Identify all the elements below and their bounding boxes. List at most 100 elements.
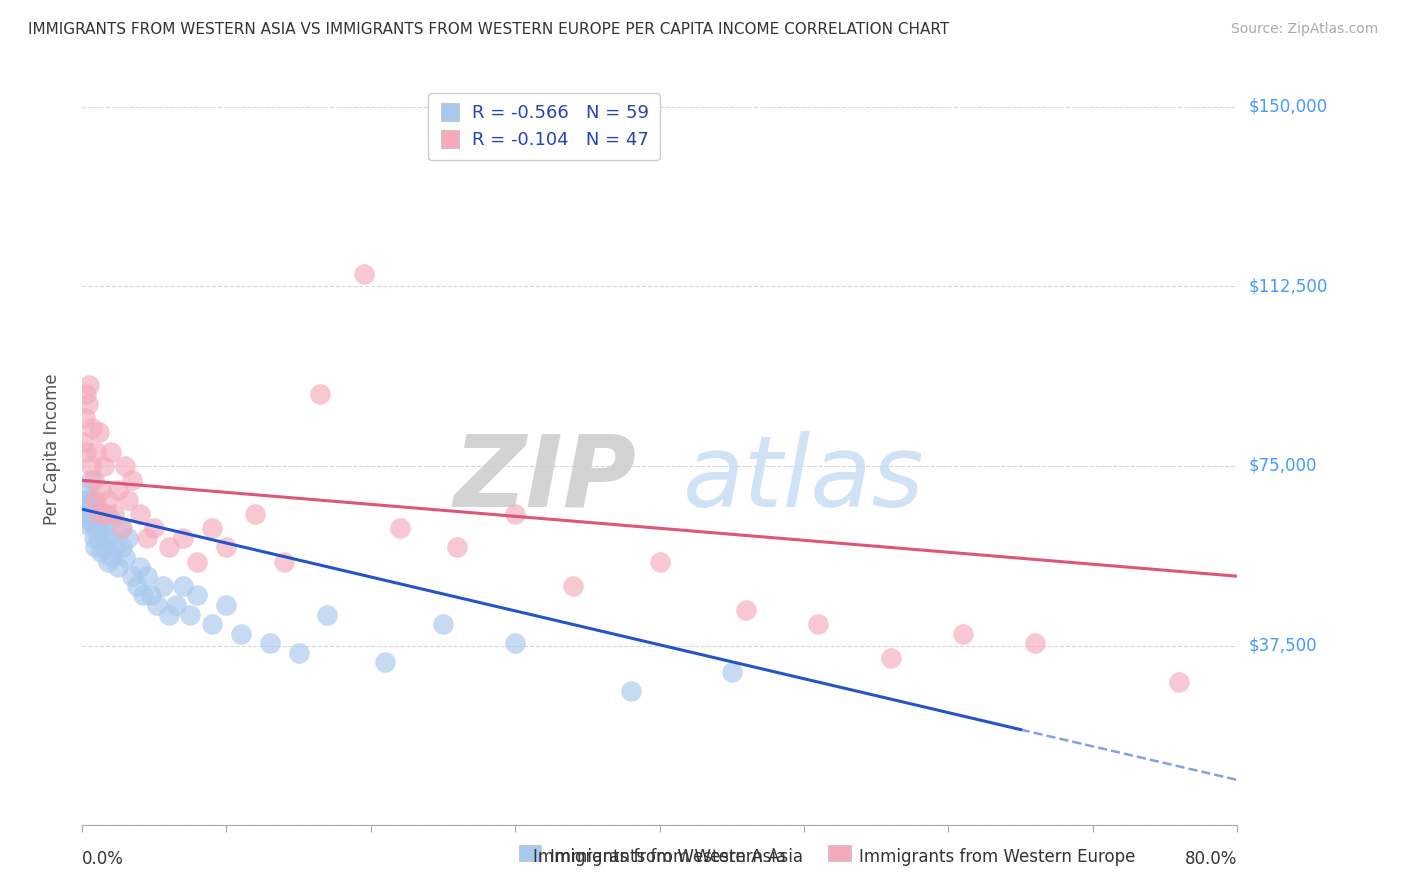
Point [94, 531, 117, 545]
Text: atlas: atlas [683, 431, 924, 528]
Point [146, 598, 169, 612]
Point [157, 607, 180, 622]
Point [128, 507, 150, 521]
Point [84, 507, 107, 521]
Point [503, 507, 526, 521]
Point [75, 444, 97, 458]
Point [143, 521, 166, 535]
Point [80, 420, 103, 434]
Point [89, 425, 111, 440]
Point [141, 588, 163, 602]
Point [86, 497, 108, 511]
Point [1024, 636, 1046, 650]
Point [114, 458, 136, 473]
Point [77, 512, 100, 526]
Point [76, 502, 98, 516]
Point [77, 492, 100, 507]
Point [952, 626, 974, 640]
Point [111, 541, 134, 555]
Point [87, 507, 110, 521]
Point [86, 521, 108, 535]
Y-axis label: Per Capita Income: Per Capita Income [44, 374, 60, 525]
Point [136, 531, 159, 545]
Point [620, 684, 643, 698]
Text: 80.0%: 80.0% [1185, 850, 1237, 869]
Point [353, 267, 375, 281]
Point [94, 507, 117, 521]
Point [309, 387, 332, 401]
Point [80, 497, 103, 511]
Point [117, 531, 139, 545]
Point [100, 512, 122, 526]
Point [131, 588, 153, 602]
Point [879, 650, 901, 665]
Point [807, 617, 830, 632]
Point [97, 492, 120, 507]
Point [75, 387, 97, 401]
Point [735, 603, 758, 617]
Point [83, 474, 105, 488]
Point [100, 444, 122, 458]
Point [83, 512, 105, 526]
Point [79, 507, 101, 521]
Point [107, 483, 129, 497]
Text: $37,500: $37,500 [1249, 637, 1317, 655]
Point [76, 483, 98, 497]
Point [83, 531, 105, 545]
Point [80, 516, 103, 531]
Point [73, 411, 96, 425]
Point [84, 492, 107, 507]
Point [121, 474, 143, 488]
Point [186, 588, 208, 602]
Point [103, 507, 125, 521]
Point [172, 531, 194, 545]
Point [229, 626, 252, 640]
Point [121, 569, 143, 583]
Point [201, 521, 224, 535]
Point [114, 550, 136, 565]
Point [165, 598, 187, 612]
Point [720, 665, 742, 679]
Legend: R = -0.566   N = 59, R = -0.104   N = 47: R = -0.566 N = 59, R = -0.104 N = 47 [429, 94, 659, 160]
Point [75, 492, 97, 507]
Point [172, 579, 194, 593]
Point [136, 569, 159, 583]
Point [152, 579, 174, 593]
Point [316, 607, 339, 622]
Point [79, 474, 101, 488]
Point [73, 507, 96, 521]
Point [93, 541, 115, 555]
Point [374, 656, 396, 670]
Point [287, 646, 309, 660]
Point [97, 555, 120, 569]
Point [215, 541, 238, 555]
Point [562, 579, 585, 593]
Point [432, 617, 454, 632]
Point [179, 607, 201, 622]
Point [273, 555, 295, 569]
Text: Source: ZipAtlas.com: Source: ZipAtlas.com [1230, 22, 1378, 37]
Point [76, 397, 98, 411]
Point [72, 497, 94, 511]
Point [75, 516, 97, 531]
Point [84, 541, 107, 555]
Point [77, 377, 100, 392]
Point [648, 555, 671, 569]
Point [503, 636, 526, 650]
Point [259, 636, 281, 650]
Point [215, 598, 238, 612]
Point [89, 516, 111, 531]
Text: Immigrants from Western Asia: Immigrants from Western Asia [533, 847, 786, 866]
Point [87, 531, 110, 545]
Point [72, 435, 94, 450]
Point [117, 492, 139, 507]
Point [90, 545, 112, 559]
Text: IMMIGRANTS FROM WESTERN ASIA VS IMMIGRANTS FROM WESTERN EUROPE PER CAPITA INCOME: IMMIGRANTS FROM WESTERN ASIA VS IMMIGRAN… [28, 22, 949, 37]
Point [388, 521, 411, 535]
Point [79, 458, 101, 473]
Text: $112,500: $112,500 [1249, 277, 1327, 295]
Point [186, 555, 208, 569]
Point [125, 579, 148, 593]
Point [103, 541, 125, 555]
Point [128, 559, 150, 574]
